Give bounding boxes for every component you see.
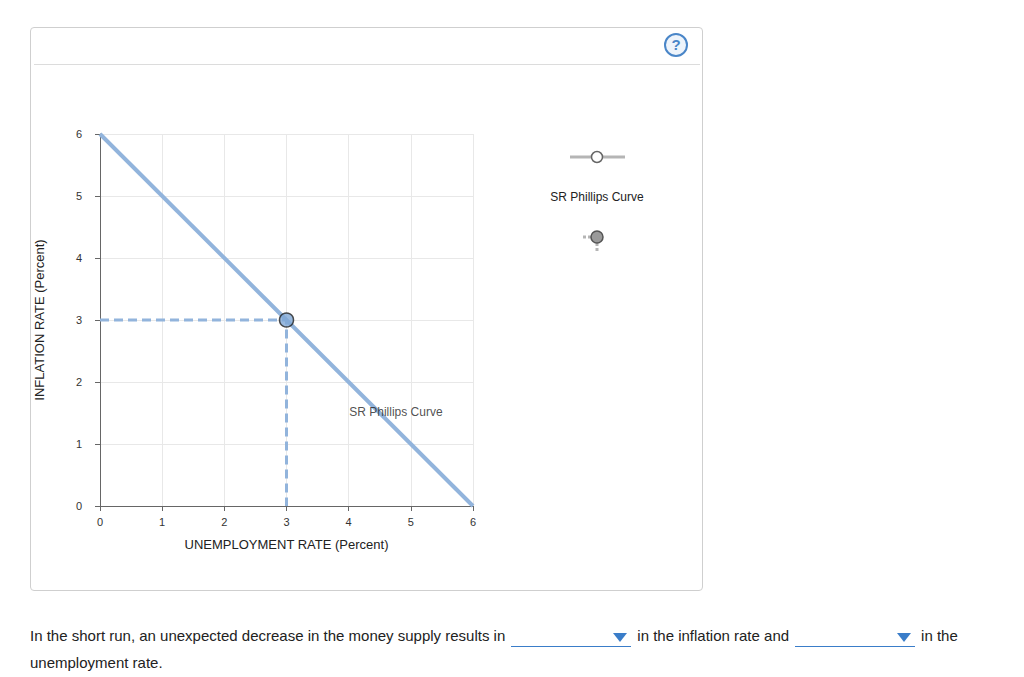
svg-text:3: 3: [76, 314, 82, 326]
html-text:In the short run, an unexpecte: In the short run, an unexpected decrease…: [30, 627, 506, 644]
svg-text:1: 1: [159, 516, 165, 528]
svg-text:0: 0: [97, 516, 103, 528]
svg-text:5: 5: [76, 190, 82, 202]
svg-text:UNEMPLOYMENT RATE (Percent): UNEMPLOYMENT RATE (Percent): [185, 537, 389, 552]
svg-text:4: 4: [346, 516, 352, 528]
svg-text:SR Phillips Curve: SR Phillips Curve: [550, 190, 644, 204]
svg-text:4: 4: [76, 252, 82, 264]
svg-text:6: 6: [470, 516, 476, 528]
svg-text:2: 2: [221, 516, 227, 528]
svg-text:3: 3: [283, 516, 289, 528]
svg-text:INFLATION RATE (Percent): INFLATION RATE (Percent): [32, 239, 47, 400]
html-text:in the inflation rate and: in the inflation rate and: [637, 627, 790, 644]
svg-text:6: 6: [76, 128, 82, 140]
svg-text:1: 1: [76, 438, 82, 450]
svg-text:SR Phillips Curve: SR Phillips Curve: [349, 405, 443, 419]
html-text:in the unemployment rate.: in the unemployment rate.: [30, 627, 958, 671]
svg-text:0: 0: [76, 500, 82, 512]
svg-text:5: 5: [408, 516, 414, 528]
svg-text:2: 2: [76, 376, 82, 388]
